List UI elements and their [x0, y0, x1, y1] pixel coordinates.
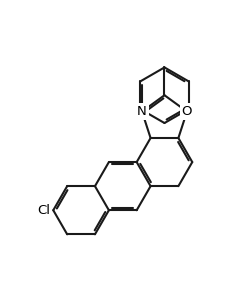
Text: N: N: [137, 105, 146, 118]
Text: Cl: Cl: [37, 204, 50, 217]
Text: O: O: [181, 105, 191, 118]
